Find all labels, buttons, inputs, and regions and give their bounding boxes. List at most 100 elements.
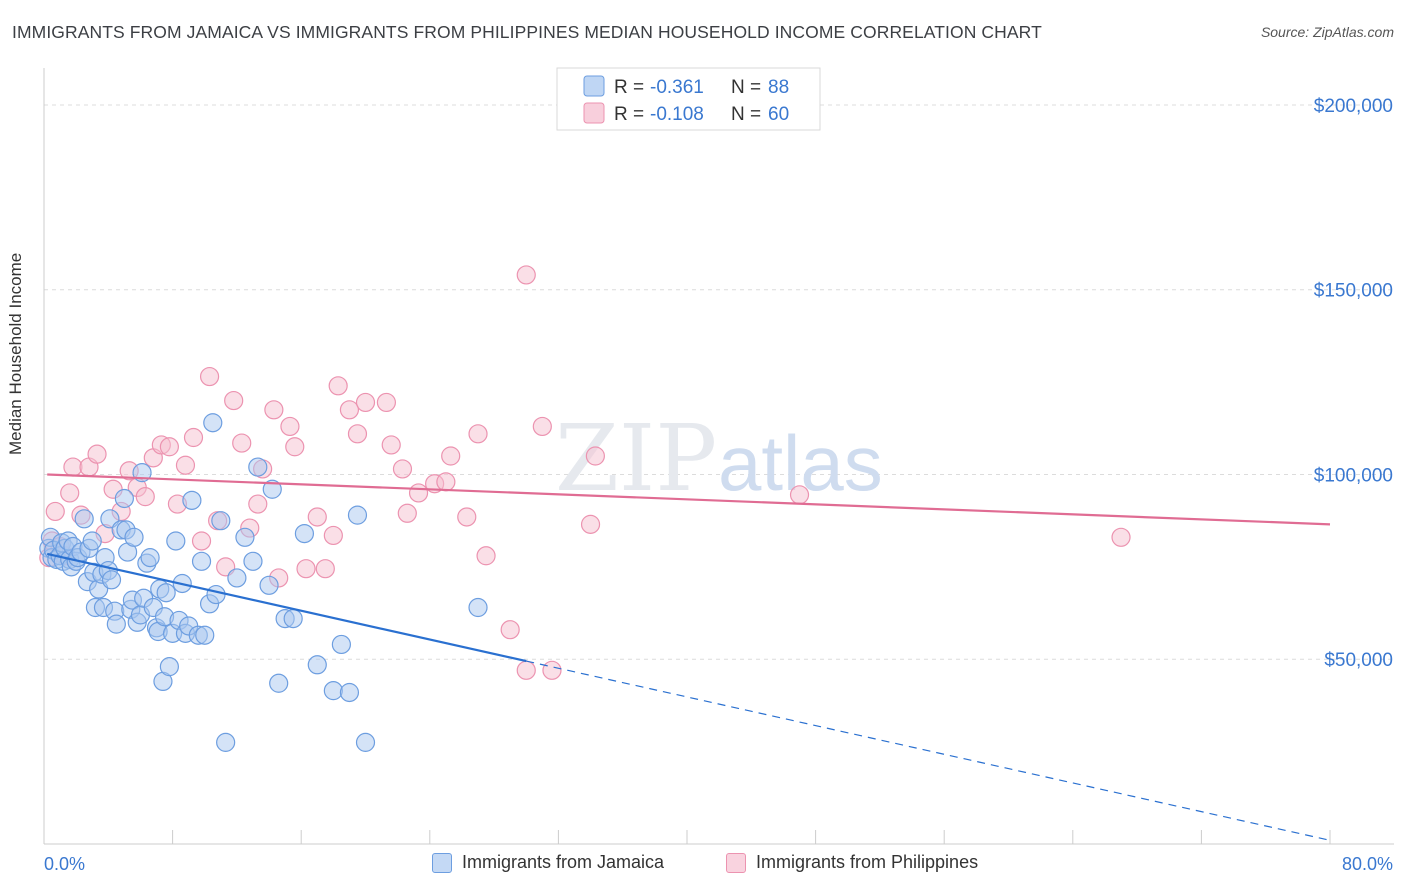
philippines-point-40: [339, 400, 360, 420]
philippines-point-55: [516, 660, 536, 680]
philippines-point-38: [323, 525, 343, 546]
philippines-point-54: [500, 620, 520, 640]
stats-r-value-philippines: -0.108: [650, 104, 704, 125]
jamaica-point-82: [355, 732, 376, 752]
philippines-point-18: [159, 437, 179, 457]
philippines-point-42: [355, 392, 376, 413]
philippines-point-29: [248, 494, 268, 514]
y-tick-label-1: $100,000: [1314, 465, 1393, 486]
philippines-point-37: [315, 559, 335, 579]
philippines-point-39: [328, 376, 348, 396]
philippines-point-56: [516, 265, 536, 285]
philippines-point-52: [468, 424, 488, 444]
y-tick-label-2: $150,000: [1314, 281, 1393, 302]
philippines-point-61: [789, 485, 810, 505]
jamaica-point-19: [82, 531, 102, 551]
stats-r-label-jamaica: R =: [614, 77, 644, 98]
philippines-point-6: [63, 457, 83, 477]
legend-label-philippines: Immigrants from Philippines: [756, 852, 979, 872]
jamaica-point-72: [262, 479, 282, 499]
jamaica-point-71: [259, 575, 279, 595]
philippines-point-62: [1111, 527, 1131, 547]
jamaica-point-63: [203, 413, 223, 433]
y-tick-label-0: $50,000: [1324, 650, 1393, 671]
legend-label-jamaica: Immigrants from Jamaica: [462, 852, 665, 872]
y-tick-labels: $50,000 $100,000 $150,000 $200,000: [1314, 96, 1393, 671]
jamaica-point-16: [74, 509, 94, 529]
philippines-point-31: [264, 400, 284, 420]
jamaica-point-30: [106, 614, 126, 634]
y-axis-label: Median Household Income: [6, 252, 25, 455]
trend-line-jamaica: [46, 552, 527, 663]
jamaica-point-68: [235, 527, 255, 547]
philippines-point-43: [376, 392, 396, 413]
source-label: Source: ZipAtlas.com: [1260, 24, 1394, 40]
trend-line-philippines: [47, 473, 1331, 526]
philippines-point-21: [183, 427, 204, 448]
jamaica-point-78: [323, 681, 343, 701]
legend-item-philippines: Immigrants from Philippines: [726, 852, 978, 873]
philippines-point-45: [392, 459, 413, 479]
trend-line-jamaica-extension: [526, 660, 1331, 841]
jamaica-point-43: [140, 548, 160, 568]
stats-legend: R = -0.361 N = 88 R = -0.108 N = 60: [556, 67, 821, 131]
jamaica-point-67: [227, 568, 247, 588]
jamaica-point-50: [156, 583, 176, 603]
philippines-point-46: [397, 503, 417, 523]
legend-swatch-philippines: [726, 852, 746, 873]
y-tick-label-3: $200,000: [1314, 96, 1393, 117]
philippines-point-27: [232, 433, 252, 453]
jamaica-point-73: [269, 673, 289, 693]
chart-title: IMMIGRANTS FROM JAMAICA VS IMMIGRANTS FR…: [12, 22, 1042, 42]
jamaica-point-58: [182, 490, 202, 510]
legend-swatch-jamaica: [432, 852, 452, 873]
axes: [43, 68, 1394, 845]
stats-n-value-philippines: 60: [768, 104, 789, 125]
stats-swatch-philippines: [583, 102, 605, 124]
philippines-point-51: [457, 507, 477, 527]
gridlines: [44, 104, 1394, 660]
philippines-point-57: [532, 416, 552, 437]
philippines-point-58: [542, 660, 562, 680]
philippines-point-20: [175, 455, 196, 475]
philippines-point-59: [580, 514, 601, 534]
jamaica-point-32: [114, 488, 134, 509]
jamaica-point-77: [307, 655, 327, 675]
stats-r-label-philippines: R =: [614, 104, 644, 125]
philippines-point-41: [347, 424, 368, 444]
stats-n-label-philippines: N =: [731, 104, 761, 125]
philippines-point-2: [45, 501, 65, 522]
philippines-point-26: [224, 390, 244, 411]
legend-item-jamaica: Immigrants from Jamaica: [432, 852, 664, 873]
bottom-legend: Immigrants from Jamaica Immigrants from …: [0, 850, 1406, 880]
series-philippines-points: [39, 265, 1131, 680]
jamaica-point-70: [248, 457, 268, 477]
jamaica-point-76: [294, 523, 315, 544]
x-tick-labels: 0.0% 80.0%: [44, 854, 1393, 874]
trend-lines: [46, 473, 1331, 841]
philippines-point-50: [441, 446, 461, 466]
jamaica-point-83: [468, 597, 488, 618]
jamaica-point-66: [216, 732, 236, 752]
jamaica-point-28: [101, 570, 122, 590]
jamaica-point-79: [331, 634, 351, 655]
jamaica-point-51: [159, 657, 179, 677]
philippines-point-53: [476, 546, 496, 566]
philippines-point-49: [436, 472, 456, 492]
stats-n-label-jamaica: N =: [731, 77, 761, 98]
jamaica-point-37: [124, 527, 144, 547]
philippines-point-35: [296, 559, 316, 579]
series-jamaica-points: [39, 413, 488, 752]
philippines-point-47: [408, 483, 429, 503]
stats-r-value-jamaica: -0.361: [650, 77, 704, 98]
x-tick-label-0: 0.0%: [44, 854, 85, 874]
philippines-point-9: [87, 444, 107, 464]
jamaica-point-64: [206, 584, 226, 605]
philippines-point-23: [199, 366, 220, 387]
jamaica-point-69: [243, 551, 263, 571]
jamaica-point-61: [195, 625, 215, 645]
philippines-point-33: [280, 416, 300, 437]
jamaica-point-60: [191, 551, 212, 571]
jamaica-point-65: [211, 511, 231, 531]
